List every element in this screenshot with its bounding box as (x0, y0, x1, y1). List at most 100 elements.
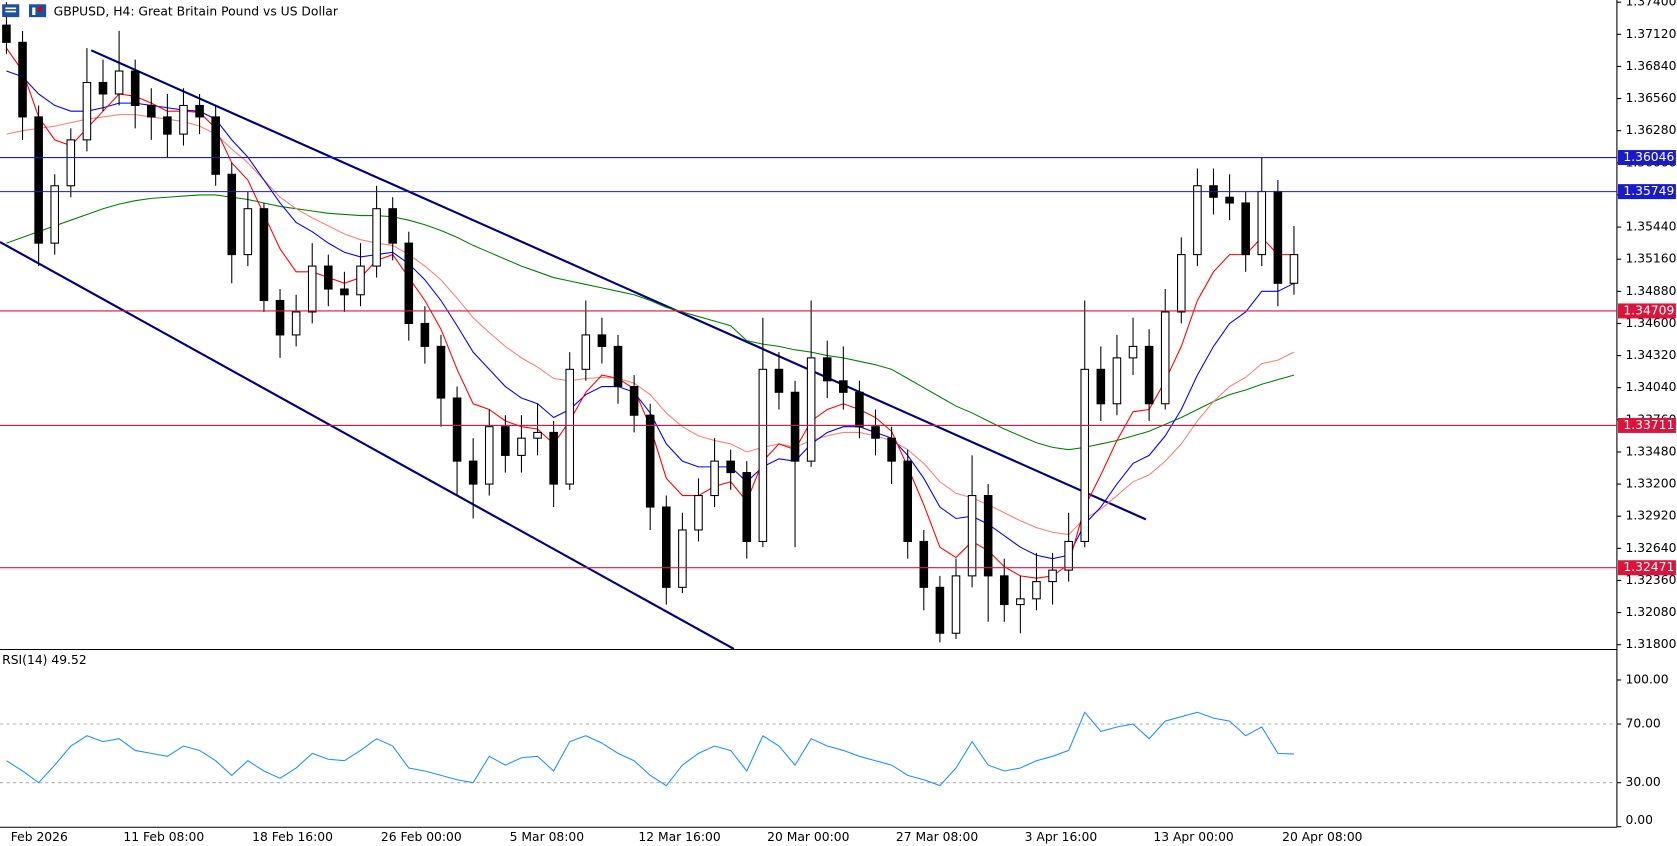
candle-body (662, 506, 671, 588)
candle-body (935, 586, 945, 634)
candle-body (919, 540, 929, 588)
candle-body (597, 334, 607, 347)
candle-body (452, 397, 462, 462)
candle-body (1096, 368, 1106, 405)
y-tick-label: 70.00 (1625, 717, 1660, 731)
y-tick-label: 1.32360 (1625, 573, 1676, 587)
x-tick-label: 26 Feb 00:00 (381, 830, 462, 844)
candle-body (468, 460, 478, 485)
y-tick-label: 30.00 (1625, 775, 1660, 789)
y-tick-label: 1.36560 (1625, 91, 1676, 105)
level-label: 1.32471 (1623, 560, 1674, 574)
candle-body (517, 437, 526, 456)
candle-body (903, 460, 912, 542)
x-tick-label: Feb 2026 (11, 830, 68, 844)
candle-body (967, 495, 977, 577)
candle-body (822, 357, 832, 382)
candle-body (1032, 581, 1041, 600)
moving-average (6, 194, 1295, 451)
candle-body (533, 431, 542, 439)
y-tick-label: 1.32920 (1625, 509, 1676, 523)
candle-body (839, 380, 848, 393)
candle-body (291, 311, 301, 336)
candle-body (146, 104, 156, 118)
candle-body (549, 431, 558, 485)
candle-body (678, 529, 687, 588)
candle-body (1273, 190, 1283, 284)
candle-body (710, 460, 719, 497)
x-tick-label: 20 Mar 00:00 (767, 830, 849, 844)
candle-body (758, 368, 768, 542)
candle-body (1177, 254, 1186, 313)
x-tick-label: 20 Apr 08:00 (1282, 830, 1363, 844)
candle-body (999, 575, 1009, 606)
x-tick-label: 13 Apr 00:00 (1153, 830, 1234, 844)
candle-body (195, 104, 204, 118)
candle-body (1289, 254, 1299, 284)
x-tick-label: 12 Mar 16:00 (638, 830, 720, 844)
y-tick-label: 1.37400 (1625, 0, 1676, 9)
candle-body (742, 472, 752, 542)
trendline-upper (90, 49, 1147, 521)
candle-body (726, 460, 735, 474)
chart-type-icon-bar (38, 6, 42, 12)
y-tick-label: 1.36280 (1625, 123, 1676, 137)
y-tick-label: 0.00 (1625, 813, 1653, 827)
candle-body (227, 173, 237, 256)
y-tick-label: 1.36840 (1625, 59, 1676, 73)
chart-title: GBPUSD, H4: Great Britain Pound vs US Do… (54, 4, 339, 18)
header: GBPUSD, H4: Great Britain Pound vs US Do… (2, 4, 339, 18)
candle-body (98, 81, 108, 95)
candle-body (983, 495, 993, 577)
candle-body (82, 81, 92, 141)
candle-body (806, 357, 816, 462)
menu-icon-bar (5, 10, 17, 13)
candle-body (887, 437, 896, 462)
candle-body (66, 139, 76, 187)
candle-body (501, 426, 510, 456)
y-tick-label: 1.35440 (1625, 220, 1676, 234)
candle-body (694, 495, 703, 531)
candle-body (1080, 368, 1090, 542)
indicator-line (6, 711, 1294, 787)
candle-body (404, 242, 414, 324)
candle-body (163, 116, 172, 135)
y-tick-label: 1.34320 (1625, 348, 1676, 362)
candle-body (565, 368, 575, 485)
candle-body (34, 116, 43, 244)
indicator-title: RSI(14) 49.52 (2, 653, 87, 667)
candle-body (613, 345, 623, 388)
y-tick-label: 1.37120 (1625, 27, 1676, 41)
y-tick-label: 1.32080 (1625, 605, 1676, 619)
y-tick-label: 1.34600 (1625, 316, 1676, 330)
candle-body (1048, 569, 1057, 583)
y-tick-label: 1.33200 (1625, 477, 1676, 491)
y-tick-label: 1.35160 (1625, 252, 1676, 266)
candle-body (114, 70, 124, 95)
level-label-box (1617, 417, 1676, 433)
candle-body (484, 426, 494, 485)
level-label-box (1617, 303, 1676, 319)
chart-type-icon[interactable] (28, 4, 47, 18)
chart-type-icon-bar (32, 7, 36, 15)
candle-body (1225, 196, 1234, 204)
y-tick-label: 1.34880 (1625, 284, 1676, 298)
candle-body (388, 208, 397, 244)
x-tick-label: 18 Feb 16:00 (252, 830, 333, 844)
candle-body (774, 368, 784, 393)
level-label: 1.34709 (1623, 303, 1674, 317)
level-label: 1.33711 (1623, 418, 1674, 432)
x-tick-label: 3 Apr 16:00 (1025, 830, 1098, 844)
candle-body (243, 208, 253, 256)
candle-body (1016, 598, 1025, 606)
x-tick-label: 5 Mar 08:00 (510, 830, 585, 844)
level-label: 1.35749 (1623, 184, 1674, 198)
candle-body (340, 288, 349, 296)
candle-body (1193, 185, 1202, 256)
candle-body (259, 208, 269, 302)
candle-body (324, 265, 333, 290)
level-label-box (1617, 184, 1676, 200)
candle-body (1112, 357, 1122, 405)
candle-body (1064, 540, 1073, 571)
